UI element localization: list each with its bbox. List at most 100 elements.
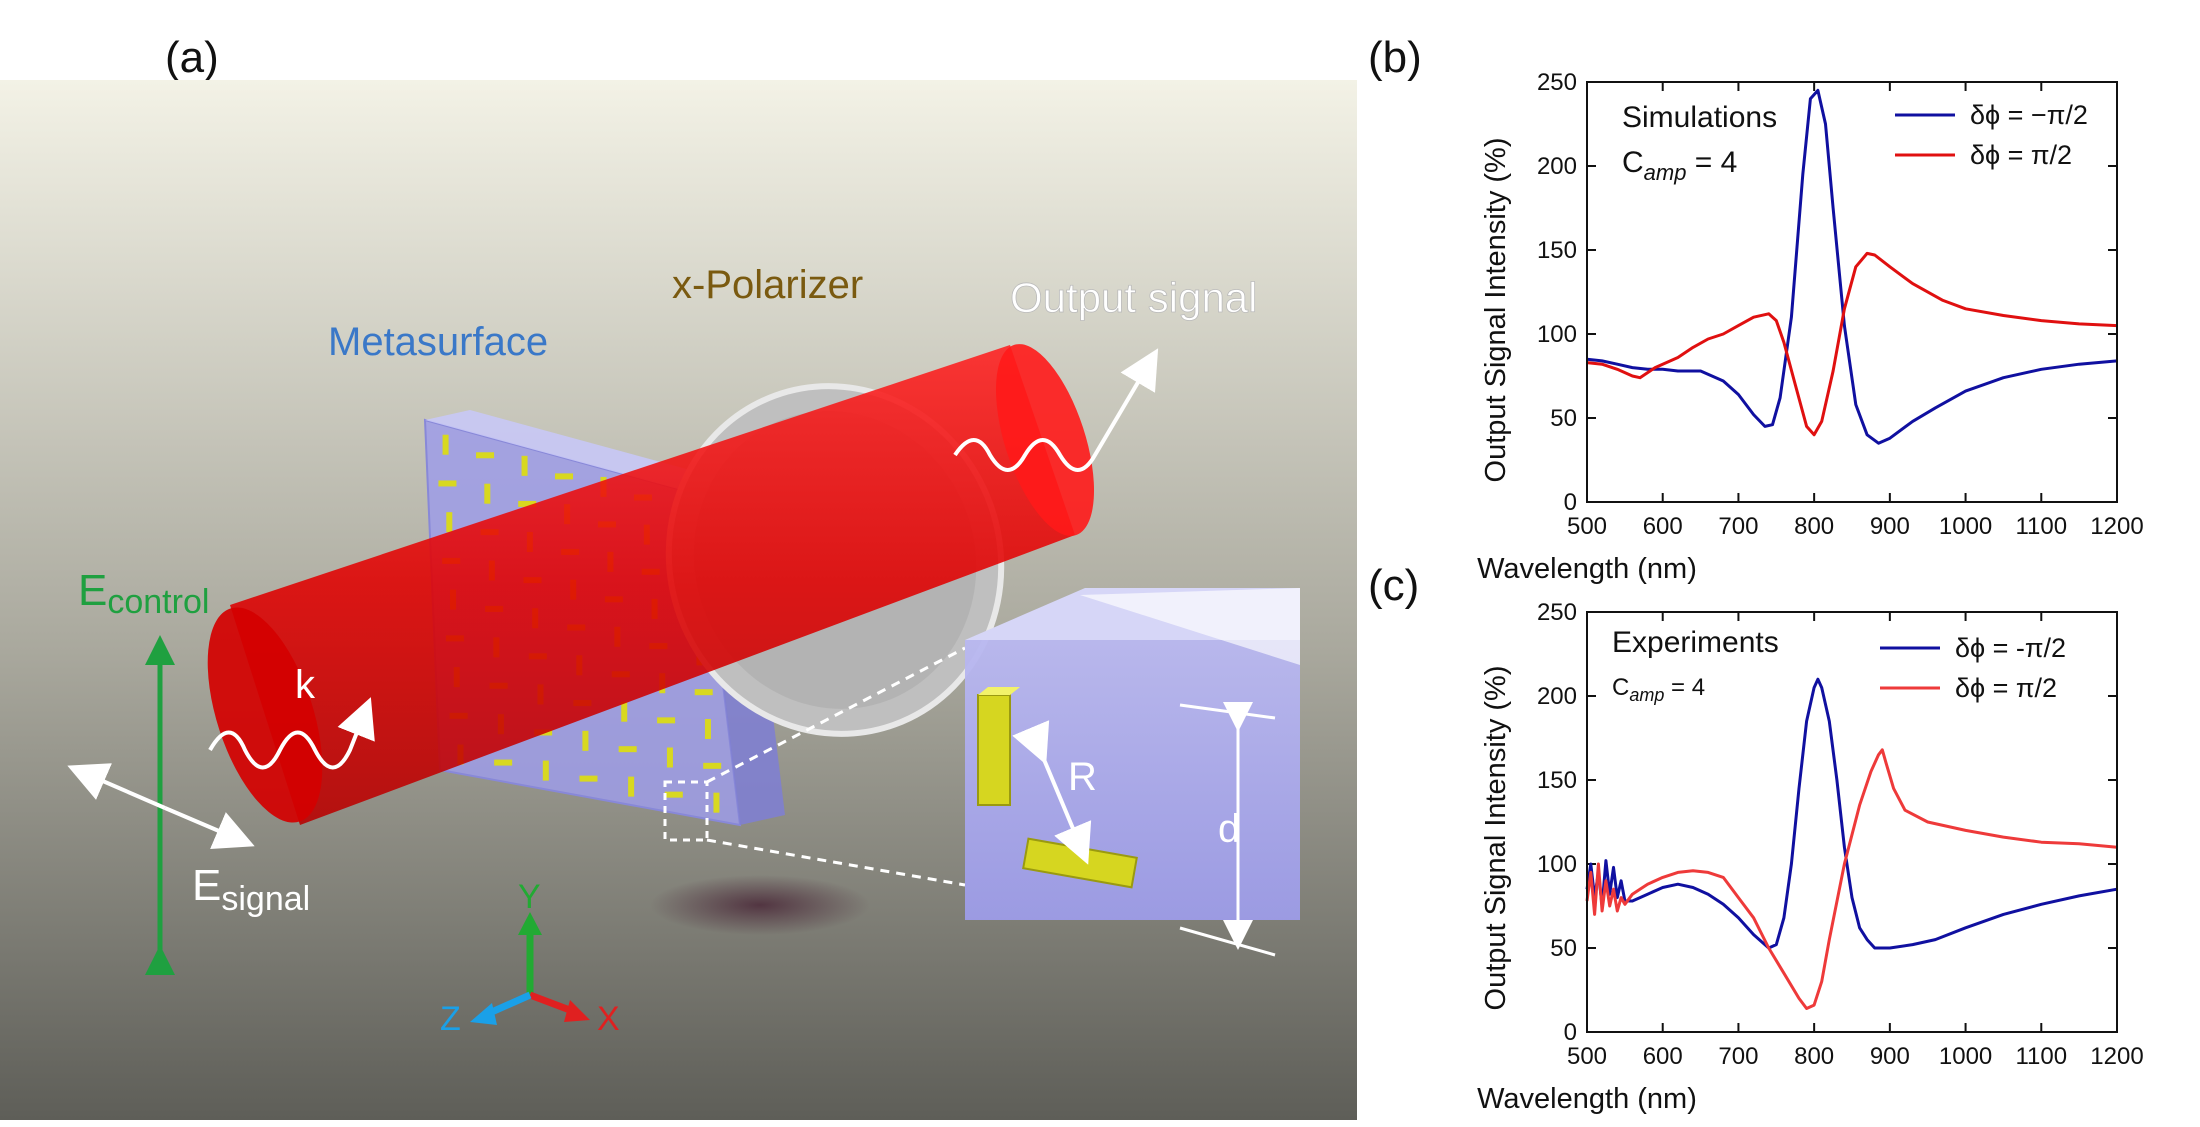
nanorod [476,452,495,459]
x-tick-label: 500 [1567,513,1607,540]
output-signal-label: Output signal [1010,274,1258,321]
nanorod [521,455,528,476]
k-wave-arrow [208,697,375,770]
y-tick-label: 200 [1537,683,1577,710]
panel-c-label: (c) [1368,561,1419,610]
nanorod [713,792,720,813]
unit-cell-cube [965,588,1300,957]
chart-b-frame [1586,81,2118,503]
chart-b-annotation: Simulations [1622,101,1777,134]
nanorod [694,689,713,696]
legend-label-1: δϕ = π/2 [1955,673,2057,703]
y-tick-label: 150 [1537,237,1577,264]
x-tick-label: 1100 [2015,1043,2067,1070]
y-tick-label: 100 [1537,851,1577,878]
legend-label-0: δϕ = -π/2 [1955,633,2066,663]
nanorod [542,760,549,781]
nanorod [438,480,457,487]
zoom-box [663,780,709,842]
nanorod [446,512,453,533]
chart-b-legend: δϕ = −π/2 δϕ = π/2 [1895,100,2088,170]
metasurface-label: Metasurface [328,320,548,364]
chart-c-camp: Camp = 4 [1612,674,1705,705]
x-tick-label: 600 [1643,1043,1683,1070]
series-line-0 [1586,88,2118,445]
x-tick-label: 900 [1870,513,1910,540]
r-label: R [1068,755,1097,799]
polarizer-label: x-Polarizer [672,263,863,307]
nanorod [621,701,628,722]
output-wave-arrow [953,348,1159,472]
chart-c-ticks: 500 600 700 800 900 1000 1100 1200 0 50 100 150 200 2… [1537,599,2144,1070]
nanorod [442,434,449,455]
x-tick-label: 700 [1718,513,1758,540]
chart-c-xlabel: Wavelength (nm) [1477,1083,1697,1115]
chart-b-ylabel: Output Signal Intensity (%) [1480,138,1512,483]
x-tick-label: 1000 [1939,513,1992,540]
x-tick-label: 500 [1567,1043,1607,1070]
x-tick-label: 800 [1794,1043,1834,1070]
y-tick-label: 250 [1537,599,1577,626]
x-tick-label: 800 [1794,513,1834,540]
nanorod [666,747,673,768]
nanorod [555,473,574,480]
x-tick-label: 1200 [2090,1043,2143,1070]
series-line-1 [1586,251,2118,437]
legend-label-1: δϕ = π/2 [1970,140,2072,170]
nanorod [518,500,537,507]
nanorod [618,746,637,753]
nanorod [484,483,491,504]
panel-b-chart: (b) Output Signal Intensity (%) Waveleng… [1368,33,2144,585]
nanorod [582,730,589,751]
nanorod [703,762,722,769]
axes-triad: Y X Z [440,878,620,1038]
chart-b-ticks: 500 600 700 800 900 1000 1100 1200 0 50 100 150 200 2… [1537,69,2144,540]
y-tick-label: 50 [1550,935,1577,962]
series-line-0 [1585,677,2118,950]
zoom-line-top [706,646,966,784]
legend-label-0: δϕ = −π/2 [1970,100,2088,130]
e-signal-arrow-left [67,763,166,810]
series-line-1 [1585,748,2118,1010]
chart-c-legend: δϕ = -π/2 δϕ = π/2 [1880,633,2066,703]
y-tick-label: 200 [1537,153,1577,180]
chart-b-xlabel: Wavelength (nm) [1477,553,1697,585]
axis-z-label: Z [440,1000,461,1038]
y-tick-label: 250 [1537,69,1577,96]
chart-c-ylabel: Output Signal Intensity (%) [1480,666,1512,1011]
x-tick-label: 1000 [1939,1043,1992,1070]
d-label: d [1218,807,1240,851]
e-control-label: Econtrol [78,566,209,621]
x-tick-label: 700 [1718,1043,1758,1070]
nanorod [579,775,598,782]
k-label: k [295,663,316,707]
x-tick-label: 1100 [2015,513,2067,540]
nanorod-vertical [977,694,1011,806]
y-tick-label: 150 [1537,767,1577,794]
panel-a-illustration: (a) [0,33,1357,1120]
floor-shadow [650,875,870,935]
zoom-line-bottom [706,838,966,887]
x-tick-label: 900 [1870,1043,1910,1070]
y-tick-label: 0 [1564,1019,1577,1046]
panel-b-label: (b) [1368,33,1422,82]
y-tick-label: 100 [1537,321,1577,348]
nanorod [664,791,683,798]
x-tick-label: 600 [1643,513,1683,540]
axis-x-label: X [597,1000,620,1038]
panel-c-chart: (c) Output Signal Intensity (%) Waveleng… [1368,561,2144,1115]
chart-b-camp: Camp = 4 [1622,146,1737,185]
y-tick-label: 50 [1550,405,1577,432]
panel-a-label: (a) [165,33,219,82]
laser-beam [207,344,1095,825]
nanorod [657,717,676,724]
r-arrow [1012,720,1092,865]
nanorod [628,776,635,797]
chart-c-series [1585,677,2118,1010]
chart-c-frame [1586,611,2118,1033]
nanorod [704,719,711,740]
y-tick-label: 0 [1564,489,1577,516]
e-signal-label: Esignal [192,861,310,918]
e-signal-arrow-right [164,806,255,849]
